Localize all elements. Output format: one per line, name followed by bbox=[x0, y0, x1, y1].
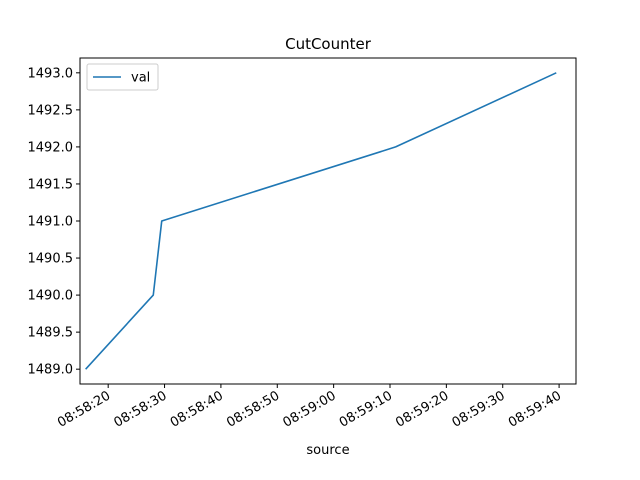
x-tick-label: 08:58:20 bbox=[55, 388, 113, 430]
plot-area: 1489.0 1489.5 1490.0 1490.5 1491.0 1491.5 1492… bbox=[28, 57, 577, 431]
x-tick-label: 08:58:50 bbox=[224, 388, 282, 430]
series-line-val bbox=[85, 72, 557, 370]
y-tick-label: 1489.0 bbox=[28, 363, 74, 378]
x-tick-label: 08:59:10 bbox=[337, 388, 395, 430]
x-tick-label: 08:59:20 bbox=[393, 388, 451, 430]
legend-label: val bbox=[131, 71, 150, 86]
y-tick-label: 1493.0 bbox=[28, 66, 74, 81]
y-tick-label: 1492.0 bbox=[28, 140, 74, 155]
y-tick-label: 1490.5 bbox=[28, 252, 74, 267]
x-tick-label: 08:59:30 bbox=[450, 388, 508, 430]
y-tick-label: 1491.5 bbox=[28, 177, 74, 192]
legend: val bbox=[86, 63, 159, 91]
axes-frame bbox=[79, 57, 577, 385]
y-tick-label: 1489.5 bbox=[28, 326, 74, 341]
x-axis-title: source bbox=[306, 443, 349, 458]
x-tick-label: 08:58:40 bbox=[168, 388, 226, 430]
x-tick-label: 08:59:00 bbox=[281, 388, 339, 430]
y-tick-label: 1492.5 bbox=[28, 103, 74, 118]
x-tick-label: 08:59:40 bbox=[506, 388, 564, 430]
x-tick-label: 08:58:30 bbox=[111, 388, 169, 430]
chart-title: CutCounter bbox=[285, 35, 372, 53]
y-tick-label: 1491.0 bbox=[28, 215, 74, 230]
legend-box bbox=[86, 63, 159, 91]
y-tick-label: 1490.0 bbox=[28, 289, 74, 304]
